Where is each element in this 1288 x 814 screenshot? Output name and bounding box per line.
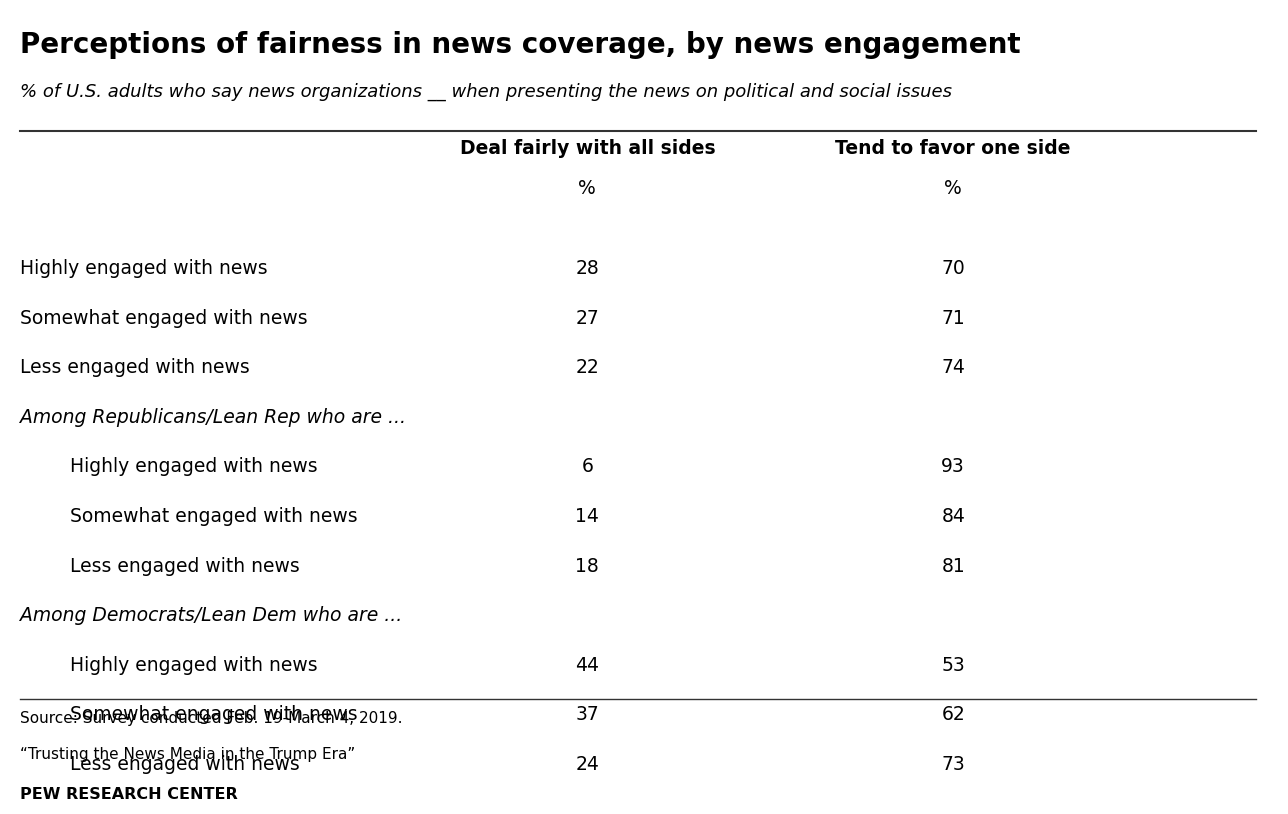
Text: Somewhat engaged with news: Somewhat engaged with news xyxy=(70,706,358,724)
Text: 18: 18 xyxy=(576,557,599,575)
Text: Highly engaged with news: Highly engaged with news xyxy=(70,457,318,476)
Text: 73: 73 xyxy=(942,755,965,774)
Text: 27: 27 xyxy=(576,309,599,327)
Text: 71: 71 xyxy=(942,309,965,327)
Text: Somewhat engaged with news: Somewhat engaged with news xyxy=(19,309,307,327)
Text: Among Democrats/Lean Dem who are ...: Among Democrats/Lean Dem who are ... xyxy=(19,606,402,625)
Text: 22: 22 xyxy=(576,358,599,377)
Text: Highly engaged with news: Highly engaged with news xyxy=(19,259,267,278)
Text: Highly engaged with news: Highly engaged with news xyxy=(70,656,318,675)
Text: Tend to favor one side: Tend to favor one side xyxy=(836,139,1072,158)
Text: Among Republicans/Lean Rep who are ...: Among Republicans/Lean Rep who are ... xyxy=(19,408,406,427)
Text: Less engaged with news: Less engaged with news xyxy=(70,557,300,575)
Text: Source: Survey conducted Feb. 19-March 4, 2019.: Source: Survey conducted Feb. 19-March 4… xyxy=(19,711,402,726)
Text: 24: 24 xyxy=(576,755,599,774)
Text: “Trusting the News Media in the Trump Era”: “Trusting the News Media in the Trump Er… xyxy=(19,747,354,762)
Text: 74: 74 xyxy=(942,358,965,377)
Text: 14: 14 xyxy=(576,507,599,526)
Text: Perceptions of fairness in news coverage, by news engagement: Perceptions of fairness in news coverage… xyxy=(19,31,1020,59)
Text: %: % xyxy=(578,179,596,198)
Text: 44: 44 xyxy=(576,656,599,675)
Text: 62: 62 xyxy=(942,706,965,724)
Text: % of U.S. adults who say news organizations __ when presenting the news on polit: % of U.S. adults who say news organizati… xyxy=(19,83,952,101)
Text: 53: 53 xyxy=(942,656,965,675)
Text: 93: 93 xyxy=(942,457,965,476)
Text: Somewhat engaged with news: Somewhat engaged with news xyxy=(70,507,358,526)
Text: 37: 37 xyxy=(576,706,599,724)
Text: %: % xyxy=(944,179,962,198)
Text: 70: 70 xyxy=(942,259,965,278)
Text: 28: 28 xyxy=(576,259,599,278)
Text: 6: 6 xyxy=(581,457,594,476)
Text: Less engaged with news: Less engaged with news xyxy=(70,755,300,774)
Text: Less engaged with news: Less engaged with news xyxy=(19,358,250,377)
Text: PEW RESEARCH CENTER: PEW RESEARCH CENTER xyxy=(19,787,237,802)
Text: 84: 84 xyxy=(942,507,965,526)
Text: 81: 81 xyxy=(942,557,965,575)
Text: Deal fairly with all sides: Deal fairly with all sides xyxy=(460,139,715,158)
